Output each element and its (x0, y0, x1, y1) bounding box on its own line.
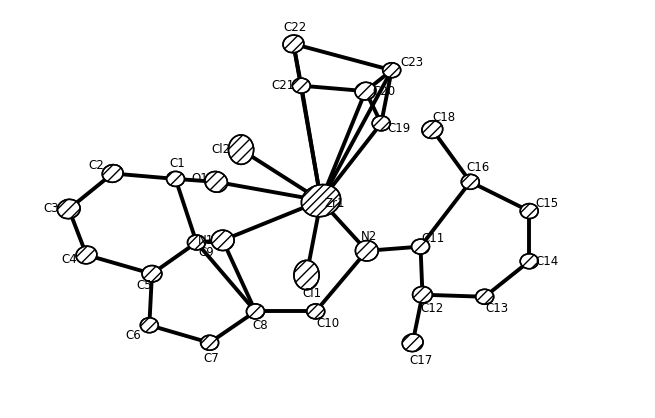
Ellipse shape (166, 171, 185, 186)
Ellipse shape (307, 304, 325, 319)
Ellipse shape (413, 286, 432, 303)
Text: Cl2: Cl2 (212, 143, 231, 156)
Text: C18: C18 (433, 111, 456, 124)
Ellipse shape (294, 260, 319, 290)
Ellipse shape (476, 289, 494, 304)
Ellipse shape (461, 174, 479, 189)
Ellipse shape (411, 239, 430, 254)
Ellipse shape (200, 335, 219, 350)
Ellipse shape (246, 304, 265, 319)
Text: C6: C6 (126, 329, 141, 342)
Ellipse shape (355, 82, 376, 100)
Ellipse shape (292, 78, 310, 93)
Text: C9: C9 (198, 246, 214, 259)
Ellipse shape (356, 241, 378, 261)
Text: C4: C4 (62, 253, 77, 267)
Ellipse shape (229, 135, 253, 164)
Ellipse shape (142, 265, 162, 282)
Ellipse shape (301, 184, 341, 217)
Ellipse shape (372, 116, 390, 131)
Ellipse shape (520, 254, 538, 269)
Text: C11: C11 (421, 232, 444, 245)
Ellipse shape (383, 63, 401, 78)
Text: C1: C1 (170, 158, 185, 171)
Ellipse shape (422, 121, 443, 138)
Text: C14: C14 (536, 255, 559, 268)
Text: C12: C12 (421, 302, 444, 315)
Text: C7: C7 (204, 352, 219, 365)
Text: C10: C10 (316, 317, 339, 330)
Ellipse shape (58, 199, 80, 219)
Ellipse shape (102, 165, 123, 182)
Text: C21: C21 (272, 79, 295, 92)
Text: C23: C23 (400, 56, 423, 69)
Text: N1: N1 (198, 234, 214, 247)
Text: C8: C8 (253, 319, 269, 332)
Text: C15: C15 (536, 196, 559, 209)
Text: C3: C3 (43, 202, 58, 216)
Ellipse shape (402, 334, 423, 352)
Ellipse shape (212, 230, 234, 250)
Text: C22: C22 (284, 21, 307, 34)
Ellipse shape (205, 171, 227, 192)
Text: C19: C19 (388, 122, 411, 135)
Text: C2: C2 (89, 159, 105, 172)
Ellipse shape (520, 204, 538, 219)
Text: O1: O1 (192, 172, 208, 185)
Text: N2: N2 (361, 230, 377, 243)
Text: C20: C20 (372, 84, 395, 98)
Text: Cl1: Cl1 (302, 287, 321, 300)
Text: Zr1: Zr1 (325, 197, 345, 210)
Text: C16: C16 (466, 161, 490, 174)
Ellipse shape (187, 235, 206, 250)
Ellipse shape (76, 246, 97, 264)
Ellipse shape (140, 318, 159, 333)
Text: C13: C13 (485, 302, 508, 315)
Ellipse shape (283, 35, 304, 53)
Text: C17: C17 (409, 354, 432, 367)
Text: C5: C5 (136, 279, 152, 292)
